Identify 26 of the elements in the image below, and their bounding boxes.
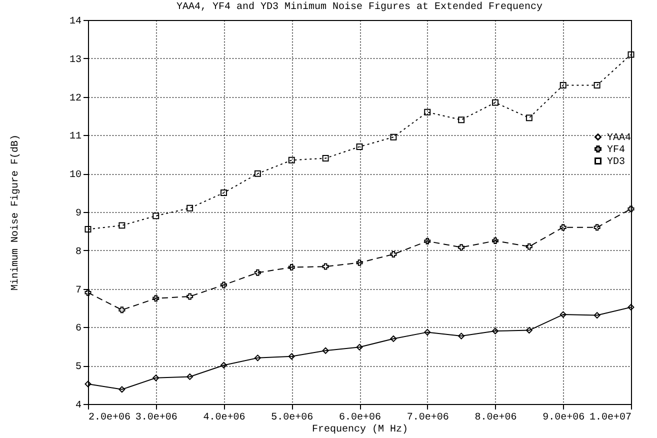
x-axis-title: Frequency (M Hz) [312,424,408,436]
y-tick-label: 6 [75,324,82,335]
x-tick-label: 8.0e+06 [474,412,517,424]
y-tick-label: 10 [69,170,82,182]
y-tick-label: 12 [69,93,82,104]
y-tick-label: 8 [75,246,82,258]
x-tick-label: 7.0e+06 [406,412,449,424]
x-tick-label: 9.0e+06 [542,412,585,424]
y-tick-label: 4 [75,400,82,412]
x-tick-label: 5.0e+06 [271,412,314,424]
legend-label: YF4 [607,145,626,156]
y-axis-title: Minimum Noise Figure F(dB) [10,134,22,291]
legend-label: YD3 [607,157,626,168]
x-tick-label: 2.0e+06 [88,412,131,424]
x-tick-label: 1.0e+07 [589,412,632,424]
y-tick-label: 7 [75,285,82,296]
y-tick-label: 5 [75,362,82,374]
y-tick-label: 13 [69,54,82,66]
chart-title: YAA4, YF4 and YD3 Minimum Noise Figures at Extended Frequency [176,1,543,13]
x-tick-label: 6.0e+06 [338,412,382,424]
x-tick-label: 3.0e+06 [135,412,178,424]
y-tick-label: 11 [69,132,82,143]
y-tick-label: 9 [75,208,82,220]
x-tick-label: 4.0e+06 [203,412,246,424]
y-tick-label: 14 [69,16,82,28]
legend-label: YAA4 [607,133,632,144]
